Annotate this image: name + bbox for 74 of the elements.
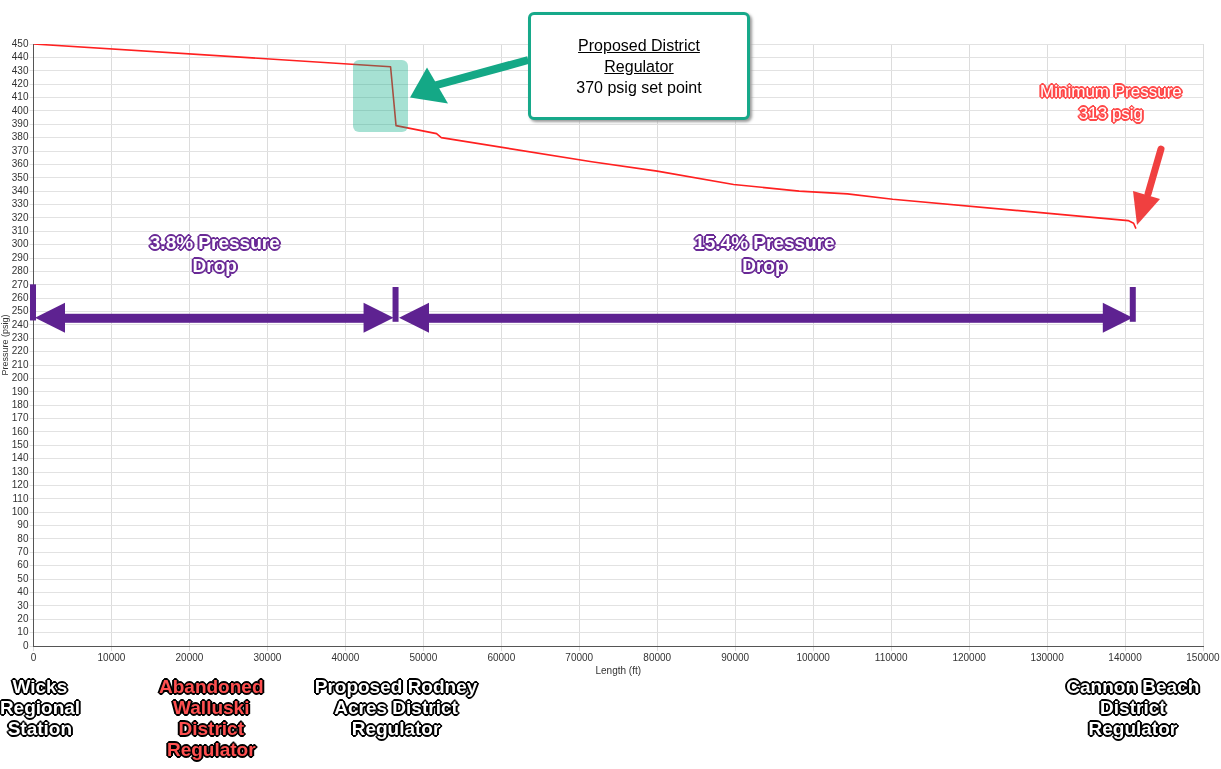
y-tick-label: 0	[22, 639, 29, 651]
annotation: 3.8% Pressure Drop	[147, 231, 282, 278]
y-tick-label: 270	[11, 278, 29, 290]
x-tick-label: 140000	[1108, 651, 1143, 663]
y-tick-label: 410	[11, 91, 29, 103]
y-tick-label: 40	[17, 586, 29, 598]
y-tick-label: 340	[11, 184, 29, 196]
y-tick-label: 230	[11, 332, 29, 344]
y-tick-label: 150	[11, 439, 29, 451]
y-tick-label: 110	[12, 492, 29, 504]
y-tick-label: 100	[11, 505, 29, 517]
y-tick-label: 90	[17, 519, 29, 531]
y-tick-label: 430	[11, 64, 29, 76]
y-tick-label: 450	[11, 37, 29, 49]
x-tick-label: 110000	[874, 651, 908, 663]
y-tick-label: 300	[11, 238, 29, 250]
text: Abandoned Walluski District Regulator	[158, 676, 265, 760]
annotation: Proposed District Regulator	[577, 36, 701, 77]
x-tick-label: 130000	[1030, 651, 1065, 663]
callout-box: Proposed District Regulator 370 psig set point	[528, 12, 750, 120]
x-tick-label: 80000	[643, 651, 672, 663]
y-axis-title: Pressure (psig)	[0, 314, 10, 376]
y-tick-label: 20	[17, 612, 29, 624]
y-tick-label: 190	[11, 385, 29, 397]
annotation: 15.4% Pressure Drop	[692, 231, 837, 278]
y-tick-label: 380	[11, 131, 29, 143]
y-tick-label: 180	[11, 398, 29, 410]
text: Proposed Rodney Acres District Regulator	[313, 676, 480, 739]
y-tick-label: 210	[11, 358, 29, 370]
x-tick-label: 50000	[409, 651, 438, 663]
y-tick-label: 50	[17, 572, 29, 584]
x-tick-label: 120000	[952, 651, 987, 663]
y-tick-label: 260	[11, 291, 29, 303]
y-tick-label: 70	[17, 546, 29, 558]
y-tick-label: 120	[11, 479, 29, 491]
y-tick-label: 250	[11, 305, 29, 317]
y-tick-label: 160	[11, 425, 29, 437]
y-tick-label: 80	[17, 532, 29, 544]
y-tick-label: 240	[11, 318, 29, 330]
y-tick-label: 10	[17, 626, 29, 638]
y-tick-label: 310	[11, 225, 29, 237]
text: Wicks Regional Station	[0, 676, 81, 739]
y-tick-label: 320	[11, 211, 29, 223]
y-tick-label: 360	[11, 158, 29, 170]
y-tick-label: 220	[11, 345, 29, 357]
y-tick-label: 370	[11, 144, 29, 156]
x-tick-label: 90000	[721, 651, 750, 663]
y-tick-label: 400	[11, 104, 29, 116]
x-tick-label: 40000	[331, 651, 360, 663]
y-tick-label: 290	[11, 251, 29, 263]
annotation: 370 psig set point	[575, 78, 703, 98]
y-tick-label: 440	[11, 51, 29, 63]
x-tick-label: 0	[30, 651, 37, 663]
y-tick-label: 390	[11, 118, 29, 130]
y-tick-label: 130	[11, 465, 29, 477]
y-tick-label: 140	[11, 452, 29, 464]
x-tick-label: 30000	[253, 651, 282, 663]
y-tick-label: 330	[11, 198, 29, 210]
y-tick-label: 200	[11, 372, 29, 384]
annotation: Minimum Pressure 313 psig	[1038, 80, 1184, 125]
y-tick-label: 170	[11, 412, 29, 424]
text: Cannon Beach District Regulator	[1064, 676, 1202, 739]
y-tick-label: 30	[17, 599, 29, 611]
x-tick-label: 100000	[796, 651, 831, 663]
x-tick-label: 60000	[487, 651, 516, 663]
x-tick-label: 10000	[97, 651, 126, 663]
y-tick-label: 60	[17, 559, 29, 571]
x-tick-label: 70000	[565, 651, 594, 663]
x-tick-label: 150000	[1186, 651, 1221, 663]
y-tick-label: 350	[11, 171, 29, 183]
x-tick-label: 20000	[175, 651, 204, 663]
y-tick-label: 420	[11, 77, 29, 89]
y-tick-label: 280	[11, 265, 29, 277]
x-axis-title: Length (ft)	[595, 664, 642, 676]
